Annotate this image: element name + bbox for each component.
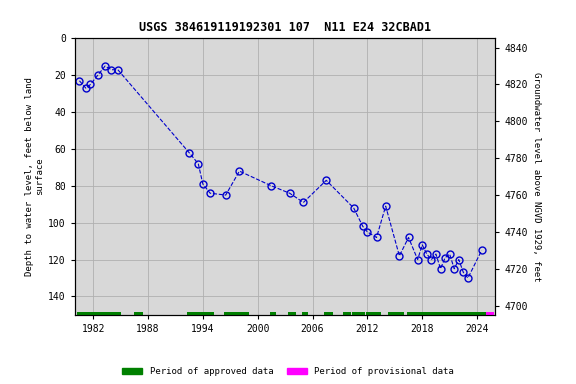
Title: USGS 384619119192301 107  N11 E24 32CBAD1: USGS 384619119192301 107 N11 E24 32CBAD1 <box>139 22 431 35</box>
Legend: Period of approved data, Period of provisional data: Period of approved data, Period of provi… <box>119 363 457 379</box>
Y-axis label: Depth to water level, feet below land
surface: Depth to water level, feet below land su… <box>25 77 44 276</box>
Y-axis label: Groundwater level above NGVD 1929, feet: Groundwater level above NGVD 1929, feet <box>532 72 541 281</box>
